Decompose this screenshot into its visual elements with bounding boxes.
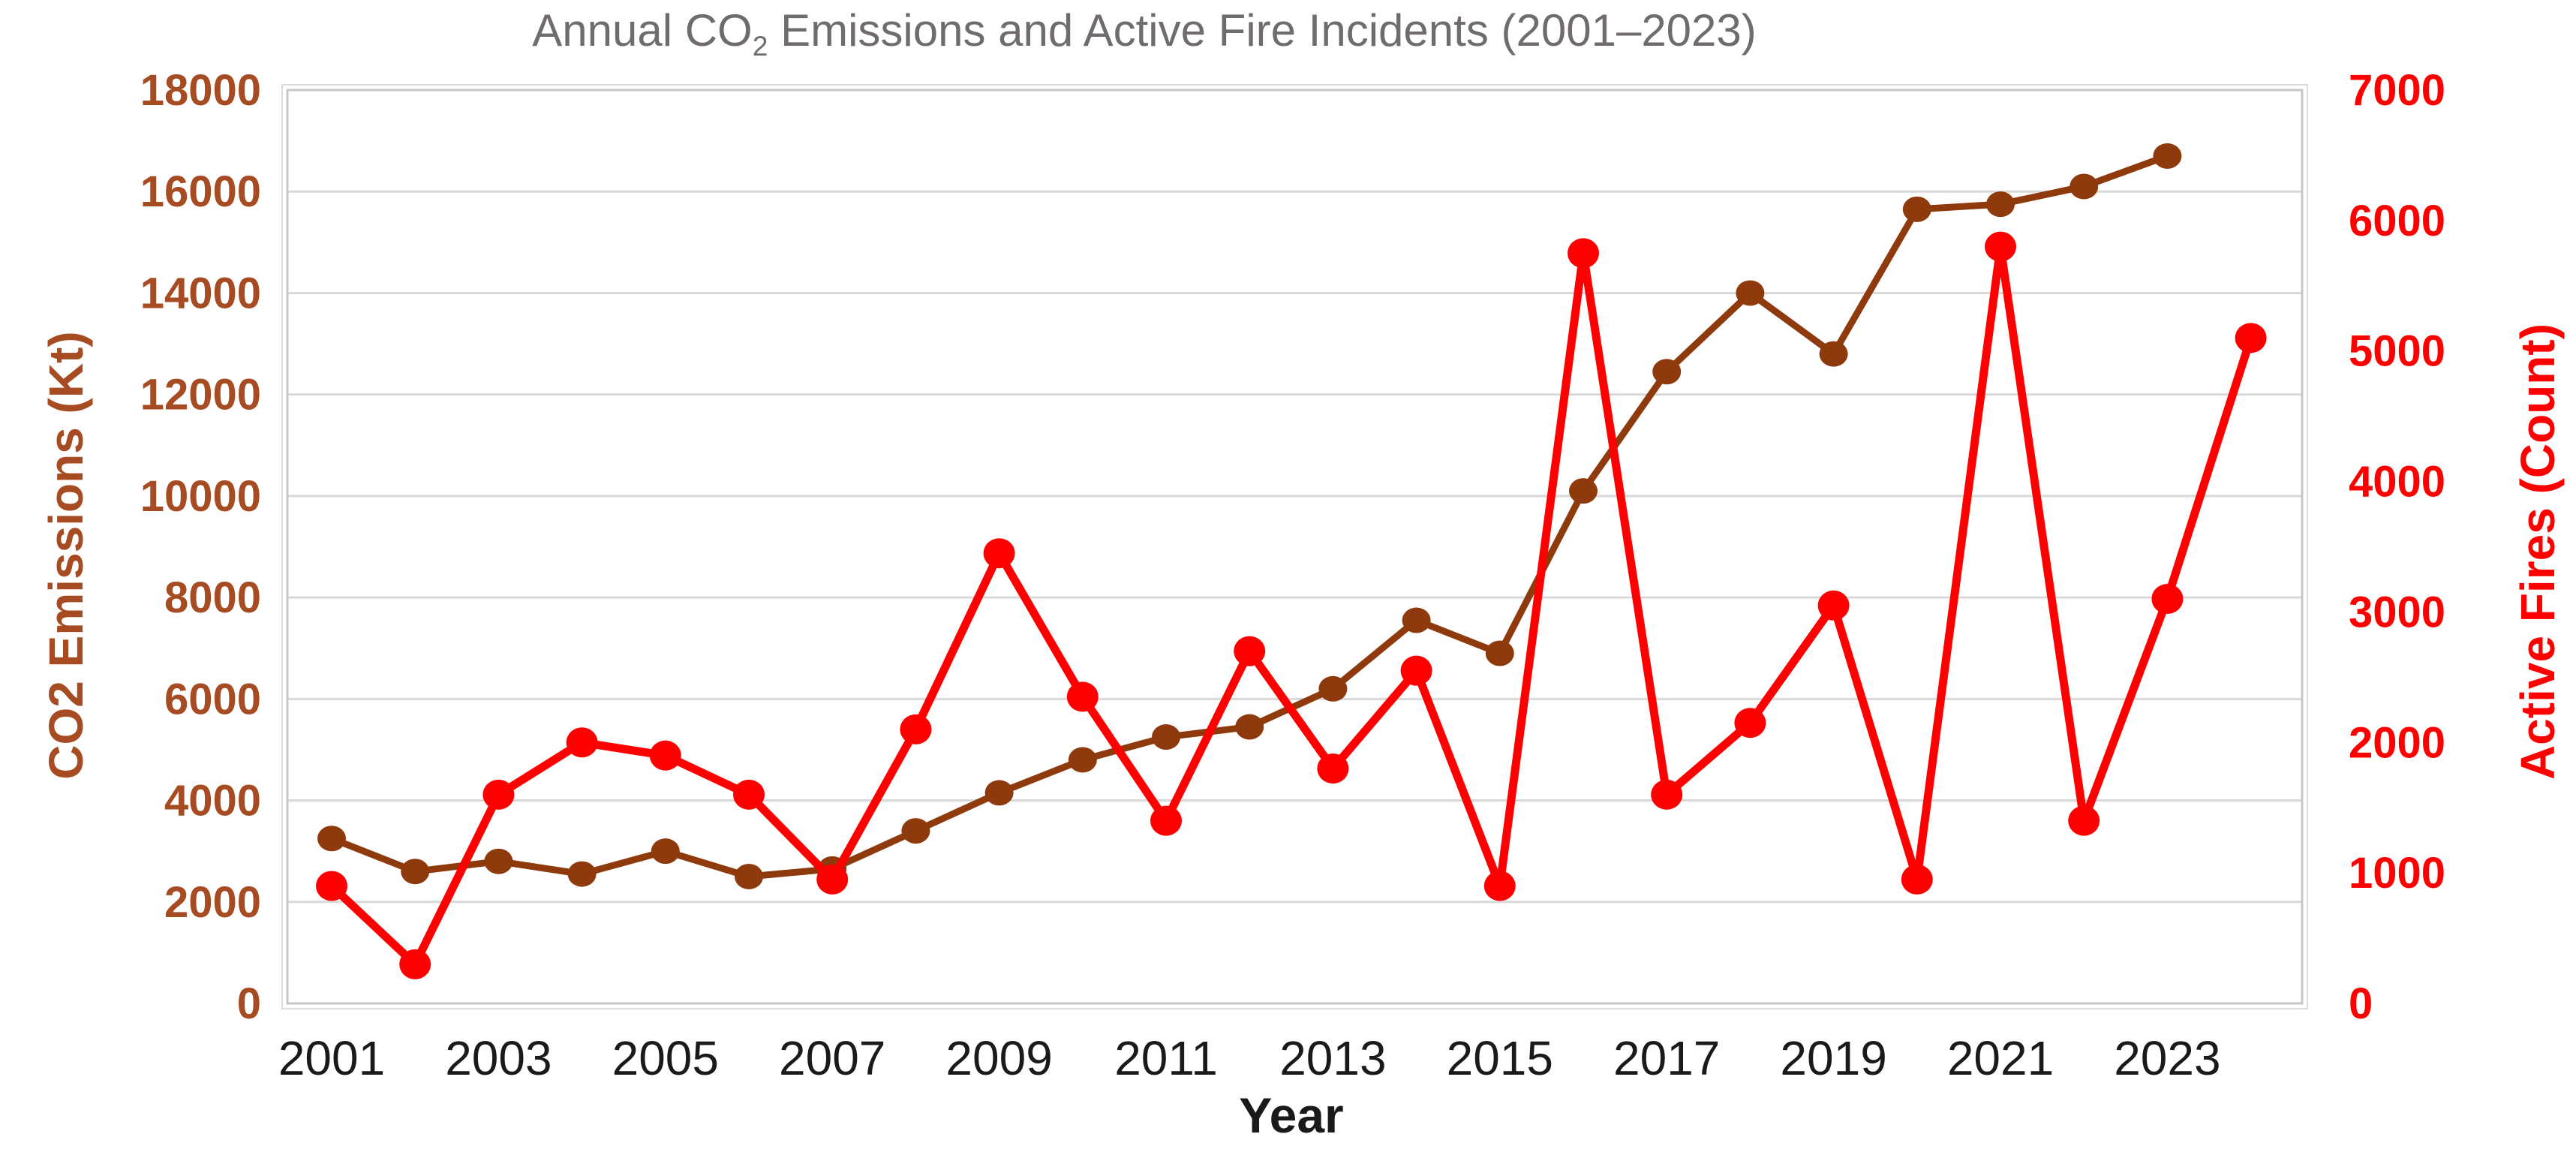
co2-point-2016	[1569, 478, 1598, 504]
x-axis-tick-label: 2003	[445, 1031, 552, 1085]
right-axis-tick-label: 2000	[2349, 718, 2445, 767]
fires-point-2015	[1483, 871, 1516, 901]
fires-point-2010	[1066, 681, 1099, 712]
fires-point-2002	[399, 949, 431, 979]
co2-point-2017	[1652, 359, 1682, 385]
fires-point-2024	[2235, 323, 2267, 353]
x-axis-tick-label: 2007	[779, 1031, 885, 1085]
right-axis-tick-label: 1000	[2349, 849, 2445, 898]
co2-point-2005	[651, 838, 680, 865]
co2-point-2015	[1485, 640, 1514, 666]
co2-point-2011	[1152, 724, 1180, 750]
plot-border-outer	[281, 84, 2308, 1009]
left-axis-tick-label: 16000	[140, 167, 261, 216]
plot-border	[286, 89, 2304, 1005]
x-axis-tick-label: 2015	[1447, 1031, 1553, 1085]
chart-title-text-2: Emissions and Active Fire Incidents (200…	[768, 5, 1757, 56]
x-axis-tick-label: 2019	[1780, 1031, 1886, 1085]
fires-point-2013	[1317, 753, 1349, 784]
fires-point-2005	[649, 740, 681, 771]
fires-point-2019	[1817, 590, 1850, 621]
chart-title-subscript: 2	[752, 30, 768, 62]
fires-point-2003	[482, 779, 515, 810]
fires-series-line	[327, 242, 2256, 969]
x-axis-tick-label: 2023	[2114, 1031, 2220, 1085]
co2-point-2012	[1235, 714, 1264, 740]
right-axis-tick-label: 4000	[2349, 458, 2445, 507]
right-axis-tick-label: 7000	[2349, 66, 2445, 115]
left-axis-tick-label: 2000	[164, 878, 261, 927]
right-axis-tick-label: 5000	[2349, 327, 2445, 376]
co2-series-line	[328, 152, 2171, 880]
fires-point-2020	[1901, 864, 1933, 895]
fires-point-2018	[1734, 708, 1766, 738]
left-axis-tick-label: 0	[237, 979, 261, 1028]
fires-point-2017	[1651, 779, 1683, 810]
fires-point-2009	[983, 538, 1015, 569]
co2-point-2023	[2153, 143, 2182, 169]
co2-point-2002	[401, 859, 430, 885]
fires-point-2022	[2068, 805, 2100, 836]
x-axis-tick-label: 2021	[1947, 1031, 2054, 1085]
x-axis-tick-label: 2009	[945, 1031, 1052, 1085]
left-axis-tick-label: 12000	[140, 371, 261, 420]
co2-point-2013	[1318, 675, 1348, 702]
fires-point-2008	[900, 714, 932, 744]
x-axis-tick-label: 2011	[1114, 1031, 1218, 1085]
x-axis-tick-label: 2001	[278, 1031, 385, 1085]
co2-point-2006	[735, 863, 763, 889]
fires-point-2014	[1400, 655, 1432, 686]
co2-point-2003	[484, 848, 513, 874]
x-axis-tick-label: 2005	[612, 1031, 719, 1085]
left-axis-tick-label: 18000	[140, 66, 261, 115]
co2-point-2014	[1402, 607, 1431, 633]
left-axis-tick-label: 14000	[140, 269, 261, 317]
left-axis-tick-label: 8000	[164, 573, 261, 622]
left-axis-title: CO2 Emissions (Kt)	[39, 331, 93, 780]
co2-point-2022	[2070, 173, 2099, 200]
co2-point-2009	[984, 780, 1014, 806]
co2-point-2001	[317, 826, 346, 852]
fires-point-2001	[316, 871, 347, 901]
chart-title: Annual CO2 Emissions and Active Fire Inc…	[532, 5, 1757, 60]
fires-point-2021	[1985, 231, 2016, 262]
co2-point-2018	[1736, 280, 1765, 306]
right-axis-tick-label: 6000	[2349, 197, 2445, 245]
right-axis-tick-label: 3000	[2349, 588, 2445, 636]
left-axis-tick-label: 4000	[164, 777, 261, 826]
co2-point-2004	[567, 861, 597, 887]
fires-point-2011	[1150, 805, 1182, 836]
x-axis-title: Year	[1239, 1087, 1344, 1143]
fires-point-2006	[733, 779, 765, 810]
right-axis-title: Active Fires (Count)	[2511, 323, 2565, 781]
right-axis-tick-label: 0	[2349, 979, 2373, 1028]
co2-point-2010	[1068, 747, 1097, 773]
fires-point-2012	[1234, 636, 1266, 666]
chart-title-text-1: Annual CO	[532, 5, 753, 56]
x-axis-tick-label: 2013	[1279, 1031, 1386, 1085]
fires-point-2016	[1568, 238, 1599, 269]
x-axis-tick-label: 2017	[1613, 1031, 1720, 1085]
co2-point-2008	[901, 818, 930, 844]
co2-point-2021	[1986, 191, 2015, 218]
left-axis-tick-label: 10000	[140, 472, 261, 521]
co2-point-2020	[1902, 196, 1931, 222]
fires-point-2004	[566, 727, 598, 758]
fires-point-2023	[2151, 584, 2184, 615]
fires-point-2007	[816, 864, 849, 895]
co2-point-2019	[1819, 341, 1848, 367]
left-axis-tick-label: 6000	[164, 675, 261, 723]
